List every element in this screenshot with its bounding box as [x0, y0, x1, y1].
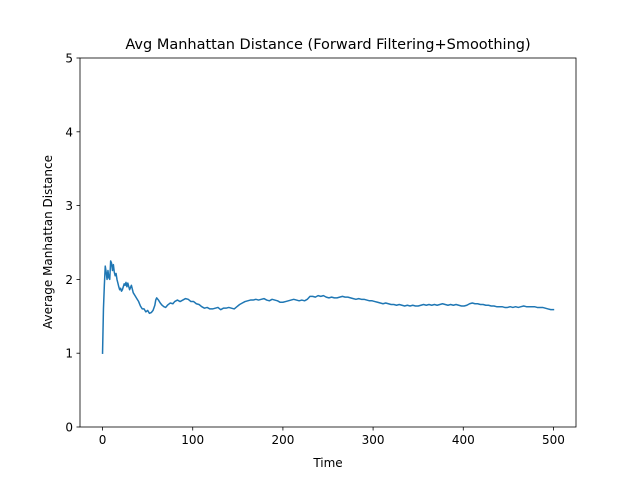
x-tick-label: 300	[362, 433, 385, 447]
series-line	[101, 260, 555, 354]
x-tick-label: 200	[271, 433, 294, 447]
y-tick-label: 2	[65, 273, 73, 287]
x-axis-title: Time	[312, 456, 342, 470]
axes: 0 100 200 300 400 500 0 1 2 3 4 5	[65, 52, 577, 447]
y-tick-label: 3	[65, 199, 73, 213]
chart-title: Avg Manhattan Distance (Forward Filterin…	[125, 37, 530, 53]
x-tick-label: 400	[452, 433, 475, 447]
y-tick-label: 0	[65, 421, 73, 435]
y-axis-title: Average Manhattan Distance	[41, 155, 55, 329]
plot-area	[101, 260, 555, 354]
x-tick-label: 0	[99, 433, 107, 447]
y-tick-label: 5	[65, 52, 73, 66]
axes-frame	[79, 57, 577, 428]
y-tick-label: 4	[65, 125, 73, 139]
x-tick-label: 100	[181, 433, 204, 447]
y-tick-label: 1	[65, 347, 73, 361]
x-tick-label: 500	[542, 433, 565, 447]
